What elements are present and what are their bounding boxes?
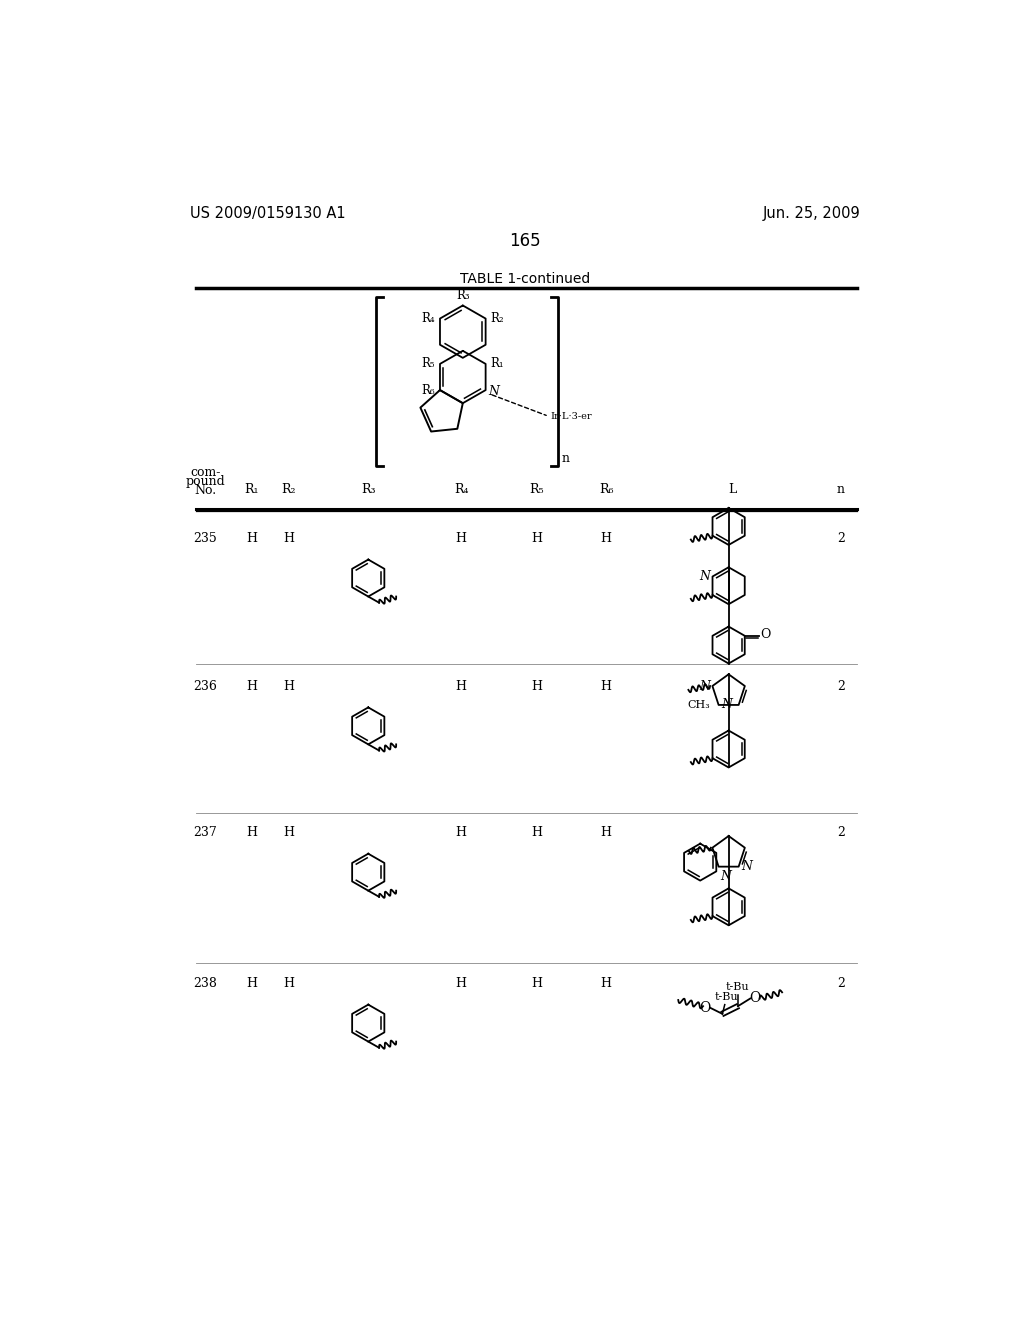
Text: O: O — [750, 991, 761, 1006]
Text: R₄: R₄ — [422, 312, 435, 325]
Text: R₂: R₂ — [490, 312, 504, 325]
Text: N: N — [741, 861, 752, 873]
Text: H: H — [456, 680, 467, 693]
Text: O: O — [699, 1001, 711, 1015]
Text: t-Bu: t-Bu — [715, 993, 738, 1002]
Text: H: H — [530, 532, 542, 545]
Text: H: H — [283, 680, 294, 693]
Text: 236: 236 — [194, 680, 217, 693]
Text: R₆: R₆ — [599, 483, 613, 496]
Text: H: H — [530, 680, 542, 693]
Text: H: H — [247, 826, 257, 840]
Text: n: n — [837, 483, 845, 496]
Text: R₃: R₃ — [361, 483, 376, 496]
Text: 2: 2 — [837, 680, 845, 693]
Text: H: H — [456, 977, 467, 990]
Text: R₅: R₅ — [529, 483, 544, 496]
Text: N: N — [699, 680, 710, 693]
Text: N: N — [699, 570, 711, 583]
Text: 2: 2 — [837, 826, 845, 840]
Text: US 2009/0159130 A1: US 2009/0159130 A1 — [190, 206, 346, 222]
Text: R₂: R₂ — [282, 483, 296, 496]
Text: N: N — [488, 385, 499, 399]
Text: H: H — [601, 826, 611, 840]
Text: H: H — [247, 977, 257, 990]
Text: 235: 235 — [194, 532, 217, 545]
Text: R₅: R₅ — [422, 358, 435, 371]
Text: 165: 165 — [509, 232, 541, 251]
Text: H: H — [530, 826, 542, 840]
Text: TABLE 1-continued: TABLE 1-continued — [460, 272, 590, 285]
Text: H: H — [283, 977, 294, 990]
Text: H: H — [601, 680, 611, 693]
Text: Ir·L·3-er: Ir·L·3-er — [550, 412, 592, 421]
Text: com-: com- — [190, 466, 221, 479]
Text: L: L — [728, 483, 736, 496]
Text: H: H — [247, 680, 257, 693]
Text: H: H — [283, 532, 294, 545]
Text: H: H — [530, 977, 542, 990]
Text: n: n — [562, 451, 570, 465]
Text: H: H — [601, 532, 611, 545]
Text: 2: 2 — [837, 977, 845, 990]
Text: 2: 2 — [837, 532, 845, 545]
Text: R₃: R₃ — [456, 289, 470, 302]
Text: R₁: R₁ — [245, 483, 259, 496]
Text: H: H — [247, 532, 257, 545]
Text: R₄: R₄ — [454, 483, 469, 496]
Text: Jun. 25, 2009: Jun. 25, 2009 — [763, 206, 860, 222]
Text: No.: No. — [195, 484, 216, 498]
Text: O: O — [760, 628, 771, 640]
Text: CH₃: CH₃ — [687, 700, 710, 710]
Text: N: N — [720, 870, 731, 883]
Text: R₆: R₆ — [422, 384, 435, 396]
Text: N: N — [721, 698, 732, 711]
Text: t-Bu: t-Bu — [726, 982, 750, 993]
Text: H: H — [283, 826, 294, 840]
Text: H: H — [456, 532, 467, 545]
Text: H: H — [601, 977, 611, 990]
Text: 238: 238 — [194, 977, 217, 990]
Text: H: H — [456, 826, 467, 840]
Text: pound: pound — [185, 475, 225, 488]
Text: R₁: R₁ — [490, 358, 504, 371]
Text: 237: 237 — [194, 826, 217, 840]
